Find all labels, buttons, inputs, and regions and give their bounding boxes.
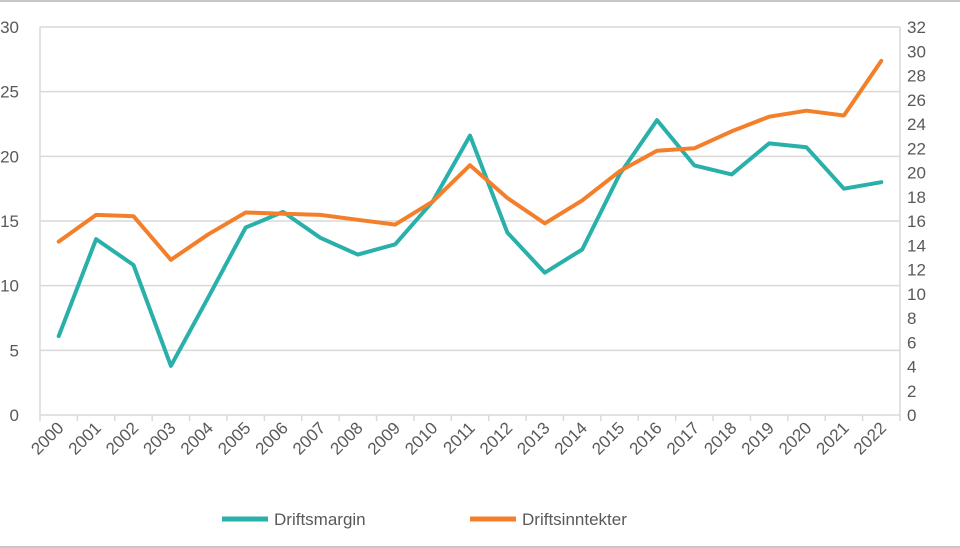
y-left-tick-label: 5 [10,341,19,360]
y-right-tick-label: 20 [907,164,926,183]
y-right-tick-label: 12 [907,261,926,280]
y-right-tick-label: 4 [907,358,916,377]
y-right-tick-label: 22 [907,139,926,158]
y-right-tick-label: 10 [907,285,926,304]
y-right-tick-label: 28 [907,67,926,86]
legend-label: Driftsmargin [274,510,366,529]
axes [39,27,901,421]
legend-label: Driftsinntekter [522,510,627,529]
y-right-tick-label: 14 [907,236,926,255]
y-axis-left-ticks: 0 5 10 15 20 25 30 [0,18,19,425]
y-right-tick-label: 2 [907,382,916,401]
y-right-tick-label: 18 [907,188,926,207]
y-right-tick-label: 32 [907,18,926,37]
y-right-tick-label: 24 [907,115,926,134]
series-line-driftsmargin [56,118,884,368]
y-left-tick-label: 20 [0,147,19,166]
y-left-tick-label: 10 [0,277,19,296]
series-line-driftsinntekter [56,58,884,262]
y-right-tick-label: 0 [907,406,916,425]
y-right-tick-label: 8 [907,309,916,328]
y-right-tick-label: 16 [907,212,926,231]
legend: Driftsmargin Driftsinntekter [222,510,627,529]
y-right-tick-label: 30 [907,42,926,61]
y-left-tick-label: 25 [0,83,19,102]
series-lines [56,58,884,368]
y-right-tick-label: 26 [907,91,926,110]
y-right-tick-label: 6 [907,333,916,352]
gridlines [40,26,900,352]
y-left-tick-label: 15 [0,212,19,231]
y-left-tick-label: 0 [10,406,19,425]
y-left-tick-label: 30 [0,18,19,37]
